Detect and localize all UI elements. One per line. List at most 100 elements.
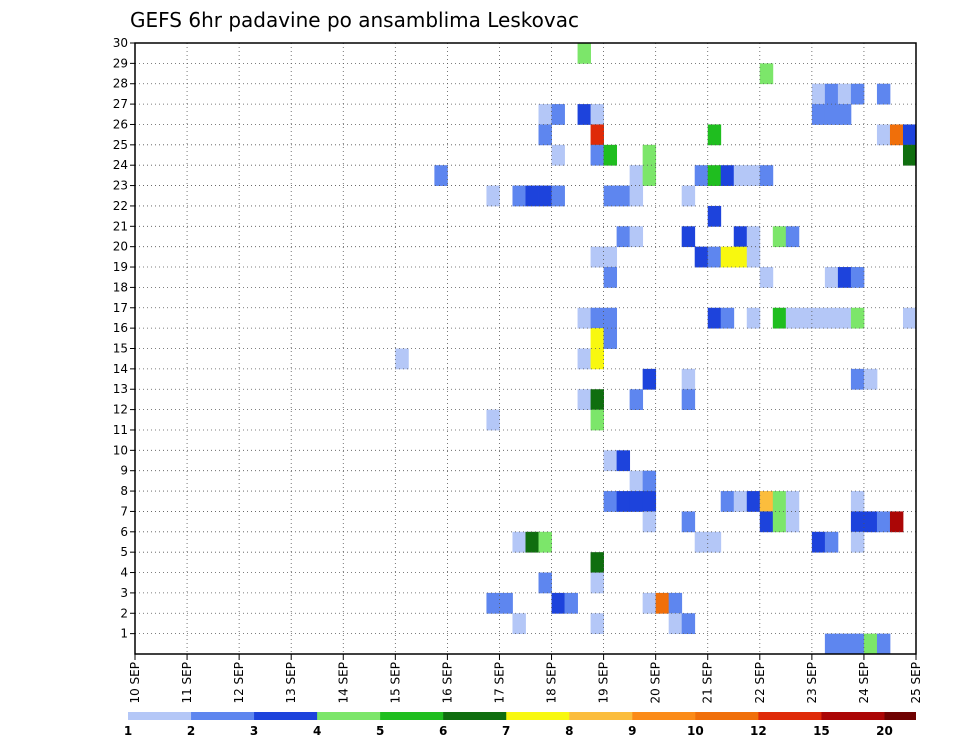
precip-cell [590, 409, 604, 431]
precip-cell [863, 368, 878, 390]
precip-cell [876, 633, 891, 655]
precip-cell [642, 368, 657, 390]
precip-cell [733, 226, 748, 248]
y-tick-label: 8 [120, 484, 128, 498]
precip-cell [616, 491, 631, 512]
precip-cell [551, 185, 565, 207]
precip-cell [551, 592, 565, 614]
precip-cell [837, 267, 852, 288]
y-tick-label: 30 [113, 36, 128, 50]
precip-cell [577, 104, 591, 125]
y-tick-label: 17 [113, 301, 128, 315]
y-tick-label: 26 [113, 117, 128, 131]
x-tick-label: 21 SEP [701, 662, 715, 704]
precip-cell [694, 165, 709, 186]
precip-cell [538, 185, 552, 207]
x-tick-label: 18 SEP [545, 662, 559, 704]
precip-cell [577, 348, 591, 370]
y-tick-label: 14 [113, 362, 128, 376]
precip-cell [577, 389, 591, 410]
colorbar-swatch [821, 712, 885, 720]
precip-cell [538, 104, 552, 125]
precip-cell [603, 491, 618, 512]
precip-cell [525, 185, 539, 207]
precip-cell [538, 124, 552, 146]
precip-cell [642, 491, 657, 512]
precip-cell [512, 185, 526, 207]
precip-cell [707, 165, 722, 186]
precip-cell [811, 531, 826, 553]
precip-cell [681, 511, 696, 533]
precip-cell [577, 43, 591, 64]
precip-cell [642, 592, 657, 614]
precip-cell [772, 491, 787, 512]
precip-cell [434, 165, 448, 186]
precip-cell [538, 531, 552, 553]
precip-cell [629, 185, 644, 207]
precip-cell [603, 246, 618, 268]
y-tick-label: 25 [113, 138, 128, 152]
precip-cell [668, 592, 683, 614]
colorbar-label: 7 [502, 724, 510, 738]
precip-cell [590, 104, 604, 125]
colorbar-label: 15 [813, 724, 830, 738]
colorbar-swatch [380, 712, 444, 720]
precip-cell [863, 511, 878, 533]
precip-cell [499, 592, 513, 614]
precip-cell [590, 572, 604, 594]
precip-cell [603, 144, 618, 166]
precip-cell [616, 450, 631, 472]
precip-cell [746, 246, 761, 268]
precip-cell [850, 267, 865, 288]
colorbar-label: 12 [750, 724, 767, 738]
y-tick-label: 27 [113, 97, 128, 111]
precip-cell [629, 226, 644, 248]
y-tick-label: 21 [113, 219, 128, 233]
precip-cell [395, 348, 409, 370]
precip-cell [837, 83, 852, 105]
precip-cell [746, 307, 761, 329]
colorbar-swatch [506, 712, 570, 720]
y-tick-label: 2 [120, 606, 128, 620]
precip-cell [733, 165, 748, 186]
colorbar-label: 4 [313, 724, 321, 738]
y-tick-label: 1 [120, 627, 128, 641]
precip-cell [785, 307, 800, 329]
precip-cell [694, 246, 709, 268]
precip-cell [902, 307, 917, 329]
y-tick-label: 13 [113, 382, 128, 396]
colorbar-swatch [758, 712, 822, 720]
precip-cell [707, 124, 722, 146]
precip-cell [785, 226, 800, 248]
precip-cell [655, 592, 670, 614]
precip-cell [772, 307, 787, 329]
y-tick-label: 19 [113, 260, 128, 274]
colorbar-swatch [191, 712, 255, 720]
y-tick-label: 7 [120, 504, 128, 518]
precip-cell [603, 450, 618, 472]
y-tick-label: 4 [120, 566, 128, 580]
precip-cell [551, 144, 565, 166]
precip-cell [733, 246, 748, 268]
precip-cell [720, 307, 735, 329]
x-tick-label: 15 SEP [388, 662, 402, 704]
precip-cell [486, 409, 500, 431]
x-tick-label: 17 SEP [492, 662, 506, 704]
precip-cell [590, 144, 604, 166]
precip-cell [525, 531, 539, 553]
precip-cell [616, 226, 631, 248]
colorbar-label: 8 [565, 724, 573, 738]
precip-cell [746, 491, 761, 512]
colorbar-swatch [884, 712, 916, 720]
precip-cell [902, 124, 917, 146]
y-axis: 1234567891011121314151617181920212223242… [113, 36, 135, 641]
colorbar-label: 2 [187, 724, 195, 738]
precip-cell [772, 226, 787, 248]
y-tick-label: 5 [120, 545, 128, 559]
precip-cell [824, 267, 839, 288]
precip-cell [759, 491, 774, 512]
y-tick-label: 16 [113, 321, 128, 335]
colorbar-swatch [632, 712, 696, 720]
plot-frame [134, 42, 917, 655]
